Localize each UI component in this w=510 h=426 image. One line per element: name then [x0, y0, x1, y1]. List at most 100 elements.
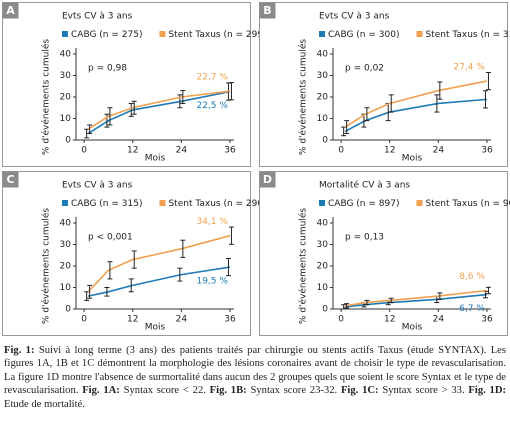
- y-tick-label: 0: [322, 305, 328, 315]
- value-label: 8,6 %: [459, 272, 485, 282]
- x-tick-label: 24: [433, 146, 445, 156]
- y-tick-label: 30: [60, 240, 72, 250]
- y-tick-label: 20: [60, 262, 72, 272]
- panel-badge: [259, 2, 276, 19]
- y-tick-label: 0: [322, 136, 328, 146]
- value-label: 27,4 %: [453, 63, 485, 73]
- error-bar: [485, 286, 491, 295]
- legend-swatch: [159, 200, 166, 206]
- value-label: 19,5 %: [196, 277, 228, 287]
- caption-label: Fig. 1D:: [468, 385, 507, 397]
- panel-frame: [259, 171, 508, 336]
- error-bar: [180, 239, 186, 258]
- error-bar: [128, 102, 134, 117]
- legend-label: CABG (n = 897): [328, 199, 399, 209]
- error-bar: [344, 303, 350, 309]
- legend-label: Stent Taxus (n = 290): [168, 199, 266, 209]
- y-tick-label: 40: [60, 219, 72, 229]
- series-line: [345, 289, 488, 307]
- x-tick-label: 12: [127, 146, 138, 156]
- figure: A Evts CV à 3 ans CABG (n = 275) Stent Taxu…: [2, 2, 510, 336]
- error-bar: [87, 284, 93, 299]
- y-axis-label: % d'événements cumulés: [41, 39, 52, 155]
- value-label: 6,7 %: [459, 304, 485, 314]
- panel-letter: D: [263, 173, 272, 186]
- x-axis-label: Mois: [402, 154, 423, 164]
- caption-label: Fig. 1B:: [209, 385, 247, 397]
- series-line: [87, 234, 231, 293]
- error-bar: [104, 113, 110, 128]
- annotation: p = 0,02: [345, 64, 384, 74]
- legend-label: Stent Taxus (n = 310): [425, 30, 510, 40]
- chart-title: Evts CV à 3 ans: [62, 181, 133, 191]
- x-tick-label: 24: [176, 315, 188, 325]
- y-tick-label: 30: [317, 71, 329, 81]
- y-tick-label: 10: [317, 283, 329, 293]
- error-bar: [107, 261, 113, 280]
- x-tick-label: 12: [384, 315, 395, 325]
- y-tick-label: 40: [60, 50, 72, 60]
- series-line: [87, 90, 231, 135]
- y-tick-label: 20: [317, 262, 329, 272]
- y-tick-label: 10: [60, 283, 72, 293]
- caption-label: Fig. 1A:: [82, 385, 120, 397]
- series-line: [87, 90, 231, 130]
- error-bar: [107, 107, 113, 126]
- panel-badge: [2, 171, 19, 188]
- y-tick-label: 30: [317, 240, 329, 250]
- panel-frame: [2, 2, 251, 167]
- legend-label: CABG (n = 300): [328, 30, 399, 40]
- panel-badge: [259, 171, 276, 188]
- annotation: p = 0,13: [345, 233, 384, 243]
- legend-swatch: [62, 31, 68, 37]
- error-bar: [228, 82, 234, 101]
- y-tick-label: 20: [317, 93, 329, 103]
- x-tick-label: 24: [176, 146, 188, 156]
- legend-swatch: [62, 200, 68, 206]
- caption-text: Syntax score < 22.: [119, 385, 210, 397]
- x-axis-label: Mois: [145, 154, 166, 164]
- error-bar: [434, 94, 440, 113]
- x-tick-label: 12: [127, 315, 138, 325]
- x-tick-label: 0: [338, 146, 344, 156]
- panel-badge: [2, 2, 19, 19]
- panel-letter: C: [6, 173, 14, 186]
- legend-swatch: [416, 200, 423, 206]
- panel-letter: A: [6, 4, 15, 17]
- y-tick-label: 10: [60, 114, 72, 124]
- error-bar: [388, 94, 394, 113]
- x-tick-label: 12: [384, 146, 395, 156]
- y-tick-label: 30: [60, 71, 72, 81]
- error-bar: [228, 226, 234, 245]
- x-tick-label: 36: [481, 315, 493, 325]
- panel-frame: [2, 171, 251, 336]
- caption-text: Syntax score > 33.: [378, 385, 469, 397]
- error-bar: [344, 120, 350, 135]
- chart-title: Mortalité CV à 3 ans: [319, 180, 410, 191]
- annotation: p < 0,001: [88, 233, 133, 243]
- error-bar: [341, 304, 347, 310]
- x-tick-label: 0: [338, 315, 344, 325]
- y-tick-label: 0: [65, 305, 71, 315]
- error-bar: [225, 257, 231, 277]
- legend-swatch: [319, 200, 325, 206]
- value-label: 22,5 %: [196, 101, 228, 111]
- error-bar: [128, 278, 134, 293]
- x-tick-label: 0: [81, 146, 87, 156]
- error-bar: [437, 81, 443, 100]
- y-tick-label: 10: [317, 114, 329, 124]
- caption-text: Syntax score 23-32.: [246, 385, 341, 397]
- x-tick-label: 36: [481, 146, 493, 156]
- x-axis-label: Mois: [145, 323, 166, 333]
- y-tick-label: 20: [60, 93, 72, 103]
- error-bar: [388, 297, 394, 304]
- panel-letter: B: [263, 4, 271, 17]
- chart-title: Evts CV à 3 ans: [319, 12, 390, 22]
- error-bar: [364, 299, 370, 306]
- y-tick-label: 40: [317, 219, 329, 229]
- x-tick-label: 24: [433, 315, 445, 325]
- annotation: p = 0,98: [88, 64, 127, 74]
- caption-label: Fig. 1:: [4, 345, 35, 356]
- series-line: [87, 266, 231, 297]
